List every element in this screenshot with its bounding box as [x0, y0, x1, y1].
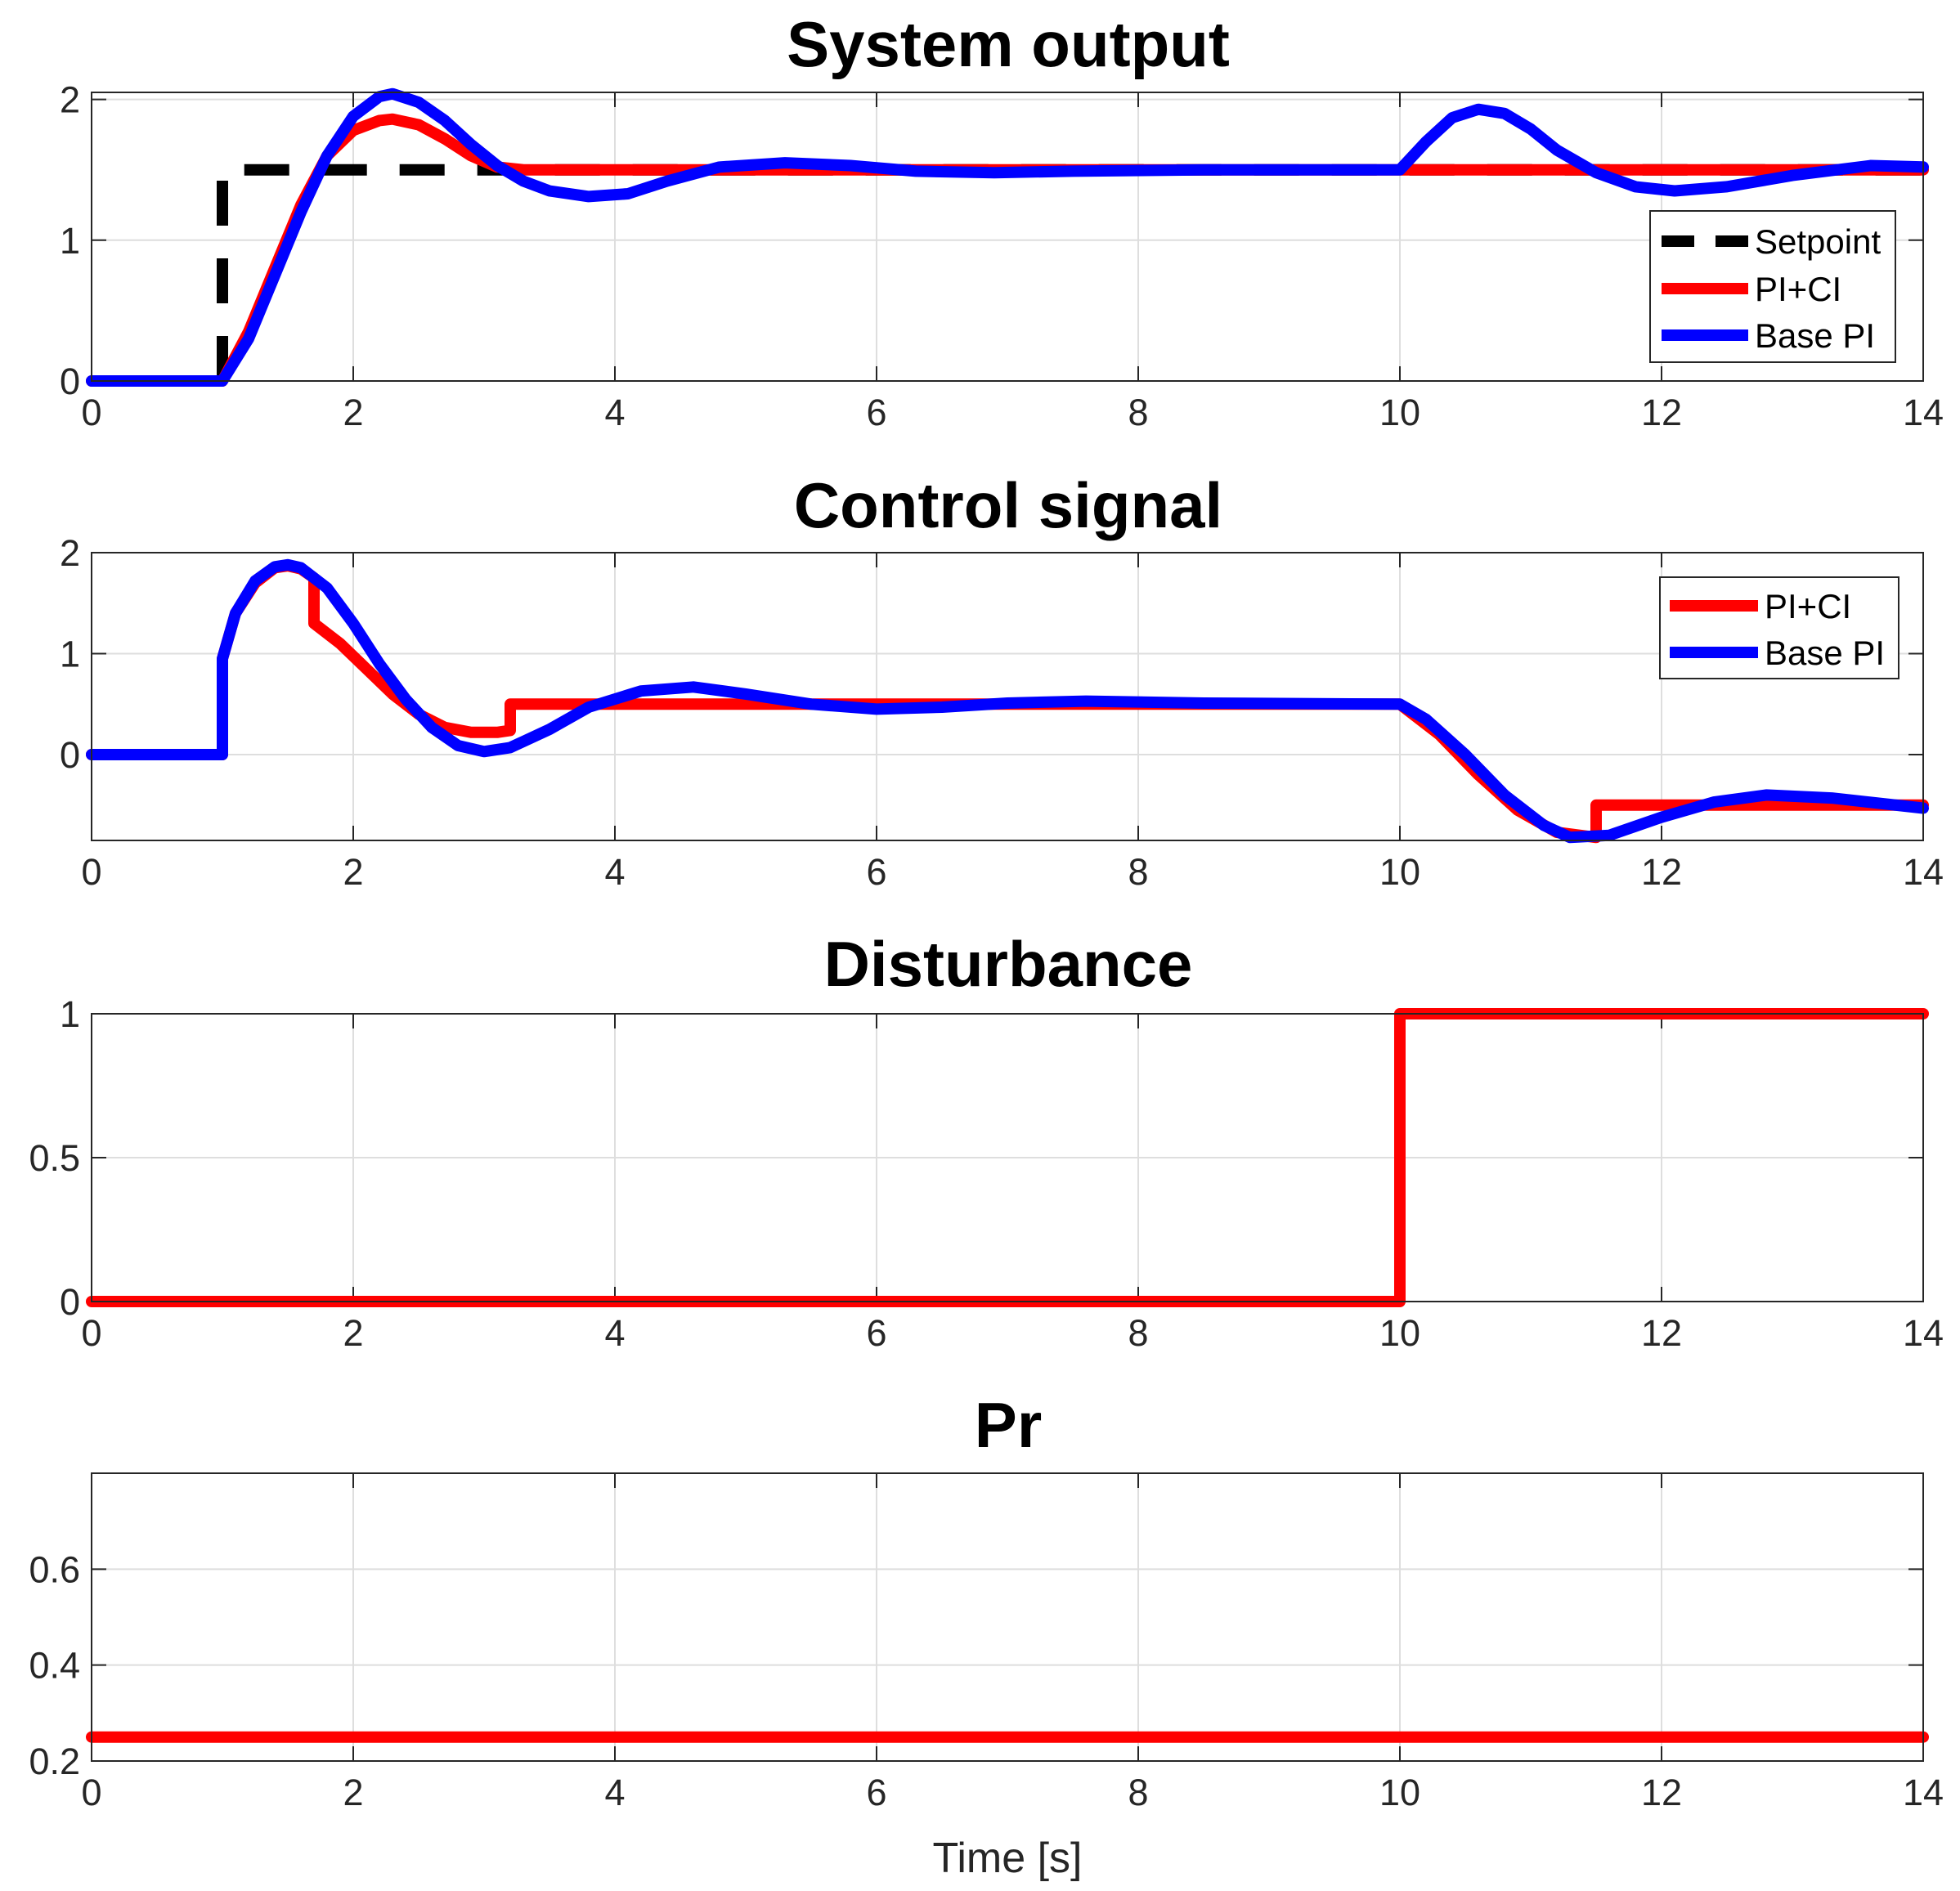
y-tick-label: 1	[60, 220, 80, 262]
y-tick-label: 0	[60, 361, 80, 402]
legend-label-pici: PI+CI	[1755, 270, 1841, 308]
x-tick-label: 12	[1641, 1312, 1682, 1354]
x-tick-label: 4	[604, 392, 625, 433]
x-tick-label: 12	[1641, 851, 1682, 893]
x-tick-label: 14	[1903, 1312, 1944, 1354]
y-tick-label: 0.6	[29, 1548, 80, 1590]
y-tick-label: 0.2	[29, 1741, 80, 1782]
y-tick-label: 2	[60, 79, 80, 121]
x-tick-label: 6	[866, 1312, 886, 1354]
x-tick-label: 0	[81, 392, 101, 433]
grid	[92, 1473, 1923, 1761]
x-tick-label: 8	[1128, 1772, 1148, 1813]
x-axis-label: Time [s]	[933, 1835, 1083, 1882]
y-tick-label: 1	[60, 634, 80, 675]
axis-ticks: 0 2 4 6 8 10 12 14 0.2 0.4 0.6	[29, 1473, 1944, 1813]
panel-title: Disturbance	[824, 928, 1193, 1000]
x-tick-label: 10	[1379, 392, 1420, 433]
y-tick-label: 2	[60, 532, 80, 574]
x-tick-label: 0	[81, 851, 101, 893]
x-tick-label: 8	[1128, 1312, 1148, 1354]
legend-label-setpoint: Setpoint	[1755, 222, 1881, 261]
legend-label-basepi: Base PI	[1755, 316, 1875, 355]
x-tick-label: 2	[343, 851, 363, 893]
y-tick-label: 0.5	[29, 1137, 80, 1179]
series-line-base-pi	[86, 87, 1929, 387]
legend-label-basepi: Base PI	[1765, 634, 1885, 672]
x-tick-label: 8	[1128, 392, 1148, 433]
panel-pr: Pr 0 2 4 6 8 10 12 14 0.2 0.4 0.6 Time [s]	[29, 1389, 1944, 1882]
axes-frame	[91, 552, 1924, 841]
series	[86, 87, 1929, 387]
grid	[92, 553, 1923, 840]
x-tick-label: 10	[1379, 1312, 1420, 1354]
x-tick-label: 12	[1641, 1772, 1682, 1813]
panel-title: Control signal	[794, 469, 1222, 541]
x-tick-label: 14	[1903, 851, 1944, 893]
x-tick-label: 14	[1903, 1772, 1944, 1813]
axes-frame	[91, 92, 1924, 382]
x-tick-label: 10	[1379, 1772, 1420, 1813]
x-tick-label: 2	[343, 1312, 363, 1354]
y-tick-label: 0	[60, 734, 80, 776]
x-tick-label: 6	[866, 851, 886, 893]
axes-frame	[91, 1013, 1924, 1302]
x-tick-label: 4	[604, 1312, 625, 1354]
x-tick-label: 0	[81, 1772, 101, 1813]
panel-title: Pr	[975, 1389, 1042, 1461]
x-tick-label: 6	[866, 1772, 886, 1813]
panel-title: System output	[787, 8, 1230, 80]
x-tick-label: 2	[343, 392, 363, 433]
legend: PI+CI Base PI	[1659, 576, 1899, 679]
panel-disturbance: Disturbance 0 2 4 6 8 10 12 14 0 0.5 1	[29, 928, 1944, 1354]
series-line-base-pi	[86, 558, 1929, 844]
x-tick-label: 14	[1903, 392, 1944, 433]
x-tick-label: 2	[343, 1772, 363, 1813]
series	[86, 558, 1929, 844]
x-tick-label: 6	[866, 392, 886, 433]
y-tick-label: 0.4	[29, 1645, 80, 1687]
legend-box	[1659, 576, 1899, 679]
x-tick-label: 0	[81, 1312, 101, 1354]
axes-frame	[91, 1472, 1924, 1762]
x-tick-label: 8	[1128, 851, 1148, 893]
legend-label-pici: PI+CI	[1765, 587, 1851, 625]
x-tick-label: 4	[604, 851, 625, 893]
x-tick-label: 10	[1379, 851, 1420, 893]
y-tick-label: 1	[60, 993, 80, 1035]
x-tick-label: 4	[604, 1772, 625, 1813]
x-tick-label: 12	[1641, 392, 1682, 433]
legend: Setpoint PI+CI Base PI	[1649, 210, 1896, 363]
y-tick-label: 0	[60, 1281, 80, 1323]
